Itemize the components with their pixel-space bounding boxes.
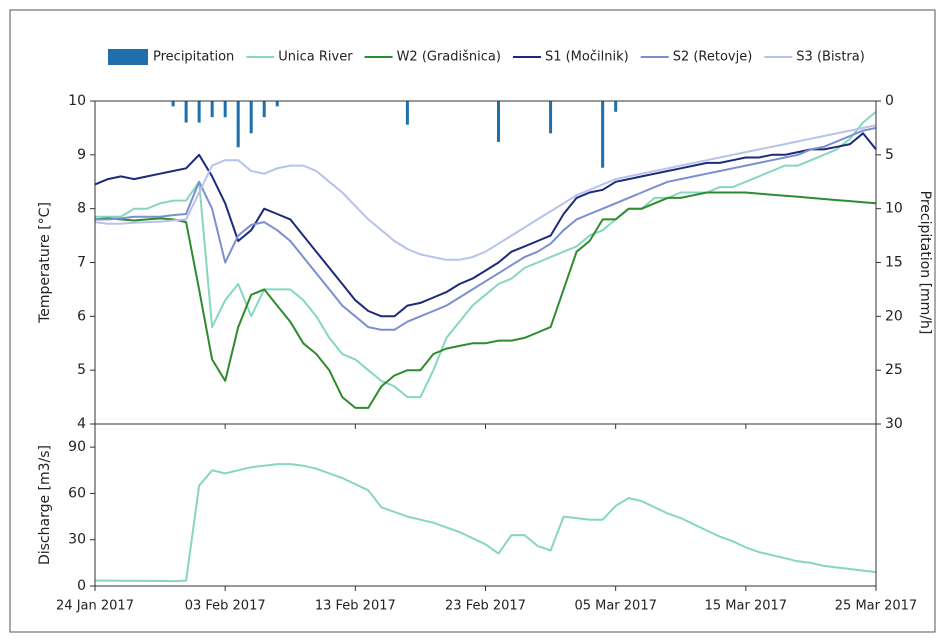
- x-tick-label: 25 Mar 2017: [835, 599, 917, 614]
- y-tick-label: 6: [77, 308, 86, 324]
- legend-swatch: [108, 49, 148, 65]
- y2-tick-label: 0: [885, 93, 894, 109]
- y-tick-label: 5: [77, 362, 86, 378]
- series-line: [94, 191, 877, 409]
- series-line: [95, 126, 877, 331]
- precipitation-bar: [184, 101, 188, 123]
- x-tick-label: 24 Jan 2017: [56, 599, 134, 614]
- precipitation-bar: [210, 101, 214, 118]
- precipitation-bar: [405, 101, 409, 125]
- precipitation-bar: [497, 101, 501, 142]
- y2-axis-label: Precipitation [mm/h]: [917, 191, 933, 335]
- precipitation-bar: [249, 101, 253, 134]
- precipitation-bar: [275, 101, 279, 107]
- y-axis-label: Temperature [°C]: [37, 202, 53, 324]
- precipitation-bar: [262, 101, 266, 118]
- x-tick-label: 03 Feb 2017: [185, 599, 266, 614]
- y-axis-label: Discharge [m3/s]: [37, 445, 53, 565]
- precipitation-bar: [197, 101, 201, 123]
- legend-label: S1 (Močilnik): [545, 50, 629, 65]
- x-tick-label: 13 Feb 2017: [315, 599, 396, 614]
- precipitation-bar: [236, 101, 240, 148]
- y-tick-label: 9: [77, 147, 86, 163]
- figure-border: [9, 9, 936, 633]
- y2-tick-label: 15: [885, 255, 903, 271]
- y-tick-label: 90: [68, 439, 86, 455]
- y2-tick-label: 10: [885, 201, 903, 217]
- y2-tick-label: 20: [885, 308, 903, 324]
- legend-label: S3 (Bistra): [796, 50, 865, 65]
- y-tick-label: 0: [77, 578, 86, 594]
- y-tick-label: 8: [77, 201, 86, 217]
- legend-label: S2 (Retovje): [673, 50, 753, 65]
- precipitation-bar: [223, 101, 227, 118]
- y-tick-label: 10: [68, 93, 86, 109]
- legend-label: Precipitation: [153, 50, 234, 65]
- y-tick-label: 30: [68, 532, 86, 548]
- series-line: [94, 124, 877, 261]
- precipitation-bar: [614, 101, 618, 112]
- legend-label: Unica River: [278, 50, 353, 65]
- y2-tick-label: 5: [885, 147, 894, 163]
- x-tick-label: 15 Mar 2017: [705, 599, 787, 614]
- y-tick-label: 60: [68, 485, 86, 501]
- series-line: [95, 463, 877, 583]
- precipitation-bar: [601, 101, 605, 168]
- y2-tick-label: 30: [885, 416, 903, 432]
- precipitation-bar: [171, 101, 175, 107]
- precipitation-bar: [549, 101, 553, 134]
- x-tick-label: 23 Feb 2017: [445, 599, 526, 614]
- series-line: [94, 132, 877, 318]
- y2-tick-label: 25: [885, 362, 903, 378]
- y-tick-label: 4: [77, 416, 86, 432]
- x-tick-label: 05 Mar 2017: [574, 599, 656, 614]
- y-tick-label: 7: [77, 255, 86, 271]
- series-line: [95, 111, 877, 399]
- plot-frame: [94, 423, 877, 587]
- legend-label: W2 (Gradišnica): [397, 50, 501, 65]
